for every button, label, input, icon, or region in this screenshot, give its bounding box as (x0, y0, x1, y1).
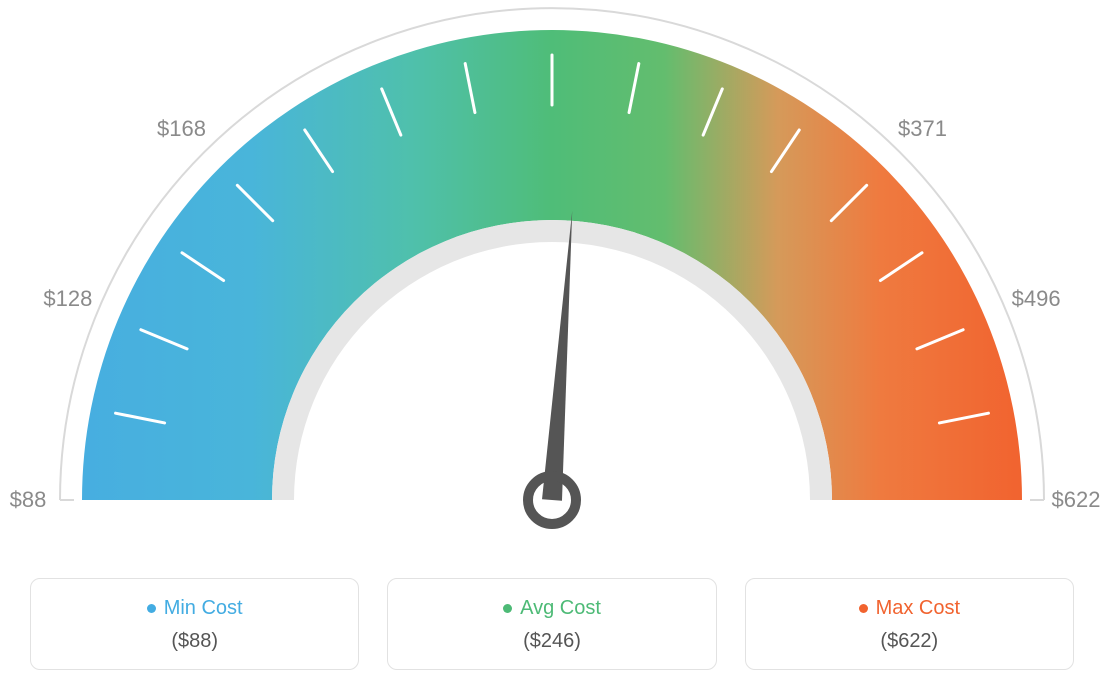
legend-label-max: Max Cost (876, 597, 960, 620)
gauge-tick-label: $168 (157, 116, 206, 142)
legend-label-min: Min Cost (164, 597, 243, 620)
legend-card-max: Max Cost ($622) (745, 578, 1074, 670)
legend-value-max: ($622) (756, 630, 1063, 653)
gauge-svg (0, 0, 1104, 560)
legend-card-avg: Avg Cost ($246) (387, 578, 716, 670)
legend-title-avg: Avg Cost (503, 597, 601, 620)
gauge-tick-label: $622 (1052, 487, 1101, 513)
gauge-tick-label: $88 (10, 487, 47, 513)
gauge-tick-label: $496 (1012, 286, 1061, 312)
legend-title-max: Max Cost (859, 597, 960, 620)
legend-label-avg: Avg Cost (520, 597, 601, 620)
gauge-tick-label: $371 (898, 116, 947, 142)
legend-title-min: Min Cost (147, 597, 243, 620)
cost-gauge-container: $88$128$168$246$371$496$622 Min Cost ($8… (0, 0, 1104, 690)
gauge-chart: $88$128$168$246$371$496$622 (0, 0, 1104, 560)
legend-card-min: Min Cost ($88) (30, 578, 359, 670)
legend-dot-max (859, 604, 868, 613)
legend-dot-avg (503, 604, 512, 613)
gauge-tick-label: $128 (43, 286, 92, 312)
legend-value-avg: ($246) (398, 630, 705, 653)
legend-value-min: ($88) (41, 630, 348, 653)
legend-dot-min (147, 604, 156, 613)
legend-row: Min Cost ($88) Avg Cost ($246) Max Cost … (30, 578, 1074, 670)
